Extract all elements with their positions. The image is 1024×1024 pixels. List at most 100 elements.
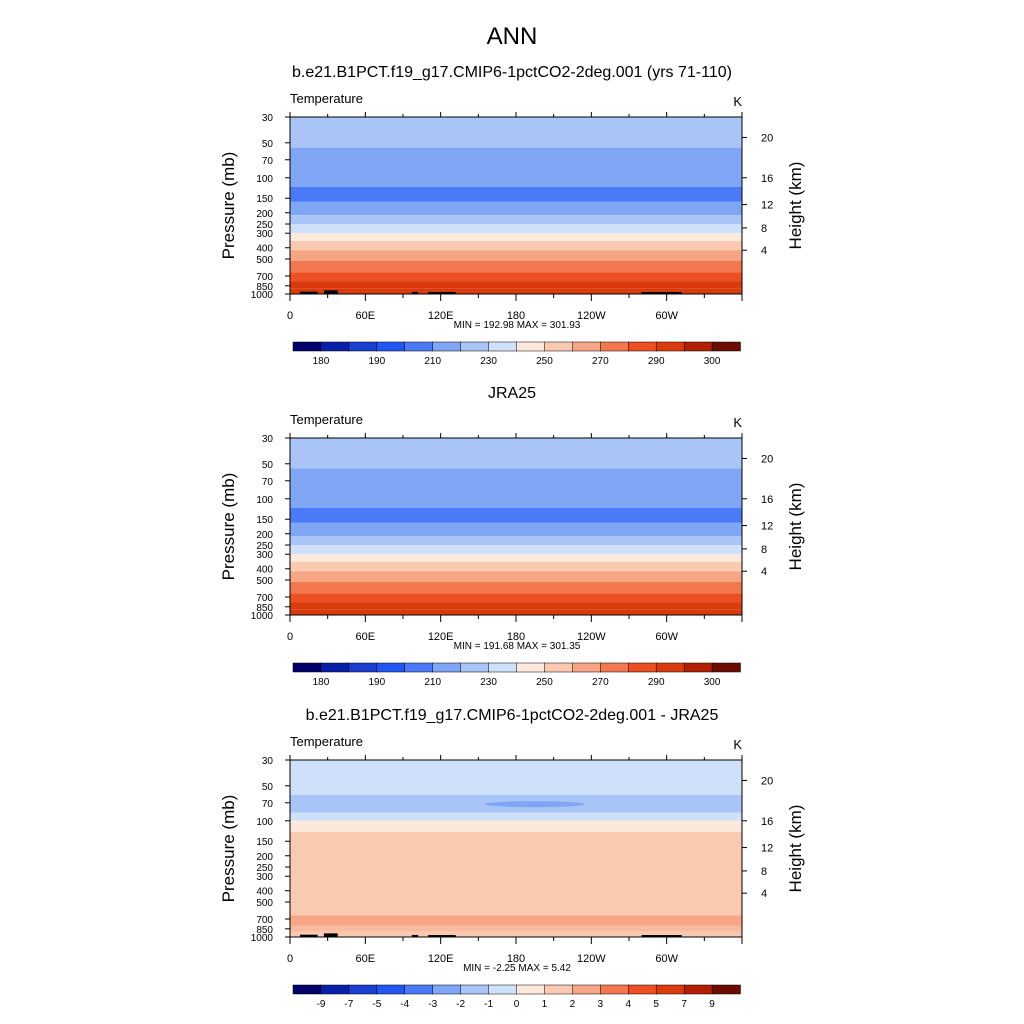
- lon-tick-label: 180: [507, 310, 525, 322]
- pressure-tick-label: 200: [256, 209, 273, 220]
- units-label: K: [733, 415, 742, 430]
- height-tick-label: 16: [761, 816, 773, 828]
- colorbar-label: 210: [424, 356, 441, 367]
- contour-band: [290, 931, 742, 937]
- colorbar-swatch: [488, 984, 518, 995]
- height-tick-label: 4: [761, 566, 767, 578]
- colorbar-label: 2: [570, 999, 576, 1010]
- pressure-tick-label: 1000: [251, 290, 274, 301]
- colorbar-swatch: [628, 662, 657, 673]
- colorbar-label: 180: [313, 356, 330, 367]
- colorbar-swatch: [348, 984, 378, 995]
- pressure-tick-label: 500: [256, 898, 273, 909]
- min-max-stats: MIN = 191.68 MAX = 301.35: [454, 641, 581, 652]
- colorbar-label: 180: [313, 677, 330, 688]
- colorbar-swatch: [683, 341, 713, 352]
- panel-title: JRA25: [488, 385, 536, 402]
- colorbar-swatch: [292, 341, 322, 352]
- y-axis-title: Pressure (mb): [219, 473, 238, 581]
- pressure-tick-label: 300: [256, 550, 273, 561]
- pressure-tick-label: 700: [256, 272, 273, 283]
- colorbar-label: 230: [480, 677, 497, 688]
- colorbar-swatch: [600, 662, 629, 673]
- contour-band: [290, 215, 742, 225]
- terrain-mask: [323, 933, 338, 937]
- pressure-tick-label: 70: [262, 799, 274, 810]
- height-tick-label: 8: [761, 866, 767, 878]
- colorbar-swatch: [544, 984, 574, 995]
- colorbar-swatch: [683, 662, 713, 673]
- colorbar-label: 7: [681, 999, 687, 1010]
- contour-band: [290, 186, 742, 202]
- height-tick-label: 12: [761, 521, 773, 533]
- height-tick-label: 12: [761, 200, 773, 212]
- pressure-tick-label: 850: [256, 282, 273, 293]
- contour-band: [290, 507, 742, 523]
- min-max-stats: MIN = -2.25 MAX = 5.42: [463, 963, 571, 974]
- pressure-tick-label: 50: [262, 139, 274, 150]
- colorbar-swatch: [516, 341, 546, 352]
- pressure-tick-label: 150: [256, 515, 273, 526]
- lon-tick-label: 0: [287, 953, 293, 965]
- contour-band: [290, 224, 742, 234]
- pressure-tick-label: 50: [262, 782, 274, 793]
- pressure-tick-label: 150: [256, 194, 273, 205]
- lon-tick-label: 60E: [356, 310, 376, 322]
- colorbar-label: 190: [368, 677, 385, 688]
- contour-blob: [638, 863, 671, 884]
- pressure-tick-label: 250: [256, 863, 273, 874]
- terrain-mask: [411, 934, 419, 937]
- pressure-tick-label: 150: [256, 837, 273, 848]
- colorbar-label: 9: [709, 999, 715, 1010]
- colorbar-swatch: [711, 341, 741, 352]
- chart-panel-1: b.e21.B1PCT.f19_g17.CMIP6-1pctCO2-2deg.0…: [219, 64, 805, 367]
- pressure-tick-label: 1000: [251, 611, 274, 622]
- pressure-tick-label: 400: [256, 887, 273, 898]
- terrain-mask: [411, 291, 419, 294]
- pressure-tick-label: 850: [256, 925, 273, 936]
- lon-tick-label: 120E: [428, 953, 454, 965]
- colorbar-swatch: [544, 662, 574, 673]
- pressure-tick-label: 300: [256, 872, 273, 883]
- contour-band: [290, 250, 742, 261]
- pressure-tick-label: 400: [256, 565, 273, 576]
- colorbar-label: 270: [592, 677, 609, 688]
- colorbar-swatch: [572, 341, 602, 352]
- contour-band: [290, 609, 742, 615]
- terrain-mask: [641, 292, 682, 294]
- contour-blob: [488, 860, 569, 885]
- colorbar-label: -3: [428, 999, 437, 1010]
- terrain-mask: [323, 290, 338, 294]
- contour-band: [290, 438, 742, 469]
- colorbar-swatch: [320, 341, 350, 352]
- pressure-tick-label: 100: [256, 817, 273, 828]
- pressure-tick-label: 50: [262, 460, 274, 471]
- colorbar-label: 300: [704, 677, 721, 688]
- colorbar-label: 250: [536, 677, 553, 688]
- colorbar-swatch: [516, 662, 546, 673]
- colorbar-swatch: [432, 341, 462, 352]
- pressure-tick-label: 200: [256, 852, 273, 863]
- pressure-tick-label: 400: [256, 244, 273, 255]
- colorbar-label: -5: [372, 999, 381, 1010]
- contour-band: [290, 260, 742, 273]
- colorbar-swatch: [292, 662, 322, 673]
- terrain-mask: [300, 291, 318, 294]
- terrain-mask: [428, 935, 456, 937]
- contour-band: [290, 602, 742, 610]
- lon-tick-label: 120W: [577, 631, 606, 643]
- colorbar-swatch: [711, 662, 741, 673]
- lon-tick-label: 0: [287, 631, 293, 643]
- pressure-tick-label: 100: [256, 495, 273, 506]
- colorbar-swatch: [460, 662, 490, 673]
- colorbar-label: 4: [625, 999, 631, 1010]
- pressure-tick-label: 1000: [251, 933, 274, 944]
- height-tick-label: 20: [761, 775, 773, 787]
- colorbar-label: 270: [592, 356, 609, 367]
- lon-tick-label: 180: [507, 953, 525, 965]
- pressure-tick-label: 30: [262, 756, 274, 767]
- figure-title: ANN: [487, 23, 538, 50]
- colorbar-swatch: [600, 984, 629, 995]
- colorbar-swatch: [404, 662, 434, 673]
- terrain-mask: [641, 935, 682, 937]
